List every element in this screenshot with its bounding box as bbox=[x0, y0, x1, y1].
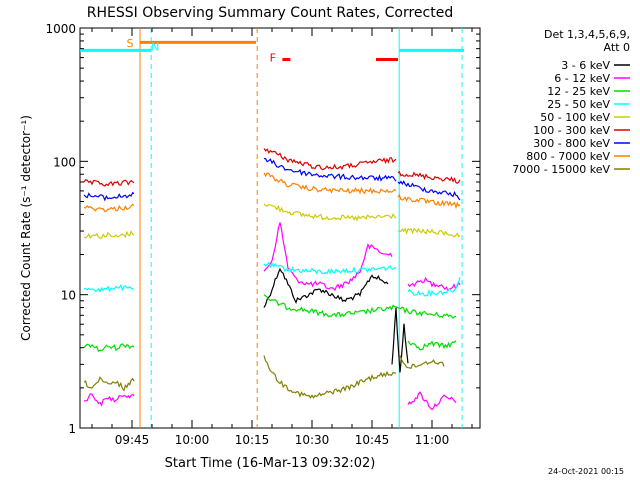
plot-area: S N F bbox=[79, 27, 481, 429]
series-line bbox=[263, 222, 393, 292]
flag-label: S bbox=[127, 37, 134, 50]
series-line bbox=[83, 178, 135, 187]
chart-title: RHESSI Observing Summary Count Rates, Co… bbox=[87, 5, 453, 21]
y-axis: 1 10 100 1000 bbox=[45, 22, 480, 436]
legend-label: 3 - 6 keV bbox=[561, 59, 610, 72]
y-tick-label: 1 bbox=[68, 422, 76, 436]
series-7000-15000-kev bbox=[83, 355, 445, 399]
series-100-300-kev bbox=[83, 148, 461, 187]
series-12-25-kev bbox=[83, 294, 457, 352]
series-50-100-kev bbox=[83, 203, 461, 240]
series-line bbox=[407, 391, 457, 411]
x-axis-label: Start Time (16-Mar-13 09:32:02) bbox=[165, 456, 376, 471]
legend-label: 6 - 12 keV bbox=[554, 72, 610, 85]
series-25-50-kev bbox=[83, 261, 461, 298]
series-line bbox=[83, 203, 135, 213]
legend-label: 100 - 300 keV bbox=[533, 124, 610, 137]
legend-label: 800 - 7000 keV bbox=[526, 150, 610, 163]
series-line bbox=[263, 148, 397, 171]
series-line bbox=[83, 343, 135, 352]
series-3-6-kev bbox=[263, 267, 409, 373]
series-line bbox=[263, 203, 397, 222]
legend-label: 25 - 50 keV bbox=[547, 98, 610, 111]
legend-header-attenuator: Att 0 bbox=[604, 41, 630, 54]
footer-date: 24-Oct-2021 00:15 bbox=[548, 467, 624, 476]
x-tick-label: 11:00 bbox=[415, 433, 450, 447]
flag-label: F bbox=[270, 52, 276, 65]
y-tick-label: 100 bbox=[53, 155, 76, 169]
series-line bbox=[397, 170, 461, 184]
x-tick-label: 10:15 bbox=[235, 433, 270, 447]
series-line bbox=[407, 276, 461, 292]
x-tick-label: 09:45 bbox=[115, 433, 150, 447]
legend-label: 50 - 100 keV bbox=[540, 111, 610, 124]
y-axis-label: Corrected Count Rate (s⁻¹ detector⁻¹) bbox=[19, 115, 33, 341]
series-line bbox=[83, 376, 135, 392]
series-300-800-kev bbox=[83, 157, 461, 202]
legend-label: 300 - 800 keV bbox=[533, 137, 610, 150]
series-line bbox=[407, 277, 461, 298]
x-tick-label: 10:45 bbox=[355, 433, 390, 447]
legend-header-detectors: Det 1,3,4,5,6,9, bbox=[544, 28, 630, 41]
series-line bbox=[83, 393, 135, 407]
x-tick-label: 10:30 bbox=[295, 433, 330, 447]
flag-label: N bbox=[151, 40, 159, 53]
series-line bbox=[399, 355, 445, 370]
series-line bbox=[263, 172, 397, 195]
legend-label: 12 - 25 keV bbox=[547, 85, 610, 98]
series-line bbox=[263, 157, 397, 182]
y-tick-label: 1000 bbox=[45, 22, 76, 36]
series-line bbox=[397, 193, 461, 210]
series-line bbox=[263, 267, 389, 308]
series-line bbox=[263, 294, 457, 319]
plot-frame bbox=[79, 27, 481, 429]
series-line bbox=[397, 180, 461, 201]
series-800-7000-kev bbox=[83, 172, 461, 213]
series-line bbox=[263, 355, 397, 399]
series-6-12-kev bbox=[83, 222, 461, 411]
series-line bbox=[83, 283, 135, 293]
x-tick-label: 10:00 bbox=[175, 433, 210, 447]
series-line bbox=[263, 261, 397, 275]
series-line bbox=[407, 340, 457, 351]
x-axis: 09:45 10:00 10:15 10:30 10:45 11:00 bbox=[91, 28, 473, 447]
series-line bbox=[83, 230, 135, 240]
y-tick-label: 10 bbox=[61, 289, 76, 303]
series-line bbox=[397, 227, 461, 238]
series-line bbox=[83, 192, 135, 202]
legend-label: 7000 - 15000 keV bbox=[512, 163, 610, 176]
series-line bbox=[391, 307, 409, 373]
